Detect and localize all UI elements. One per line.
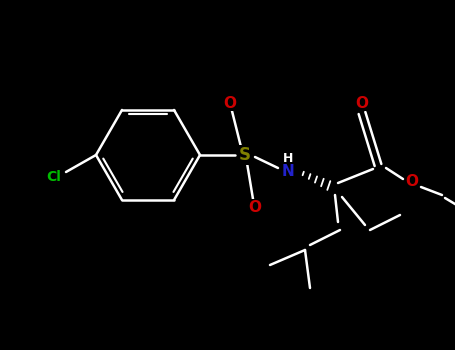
Text: H: H (283, 152, 293, 164)
Text: N: N (282, 164, 294, 180)
Text: O: O (405, 175, 419, 189)
Text: S: S (239, 146, 251, 164)
Text: Cl: Cl (46, 170, 61, 184)
Text: O: O (355, 96, 369, 111)
Text: O: O (223, 96, 237, 111)
Text: O: O (248, 199, 262, 215)
